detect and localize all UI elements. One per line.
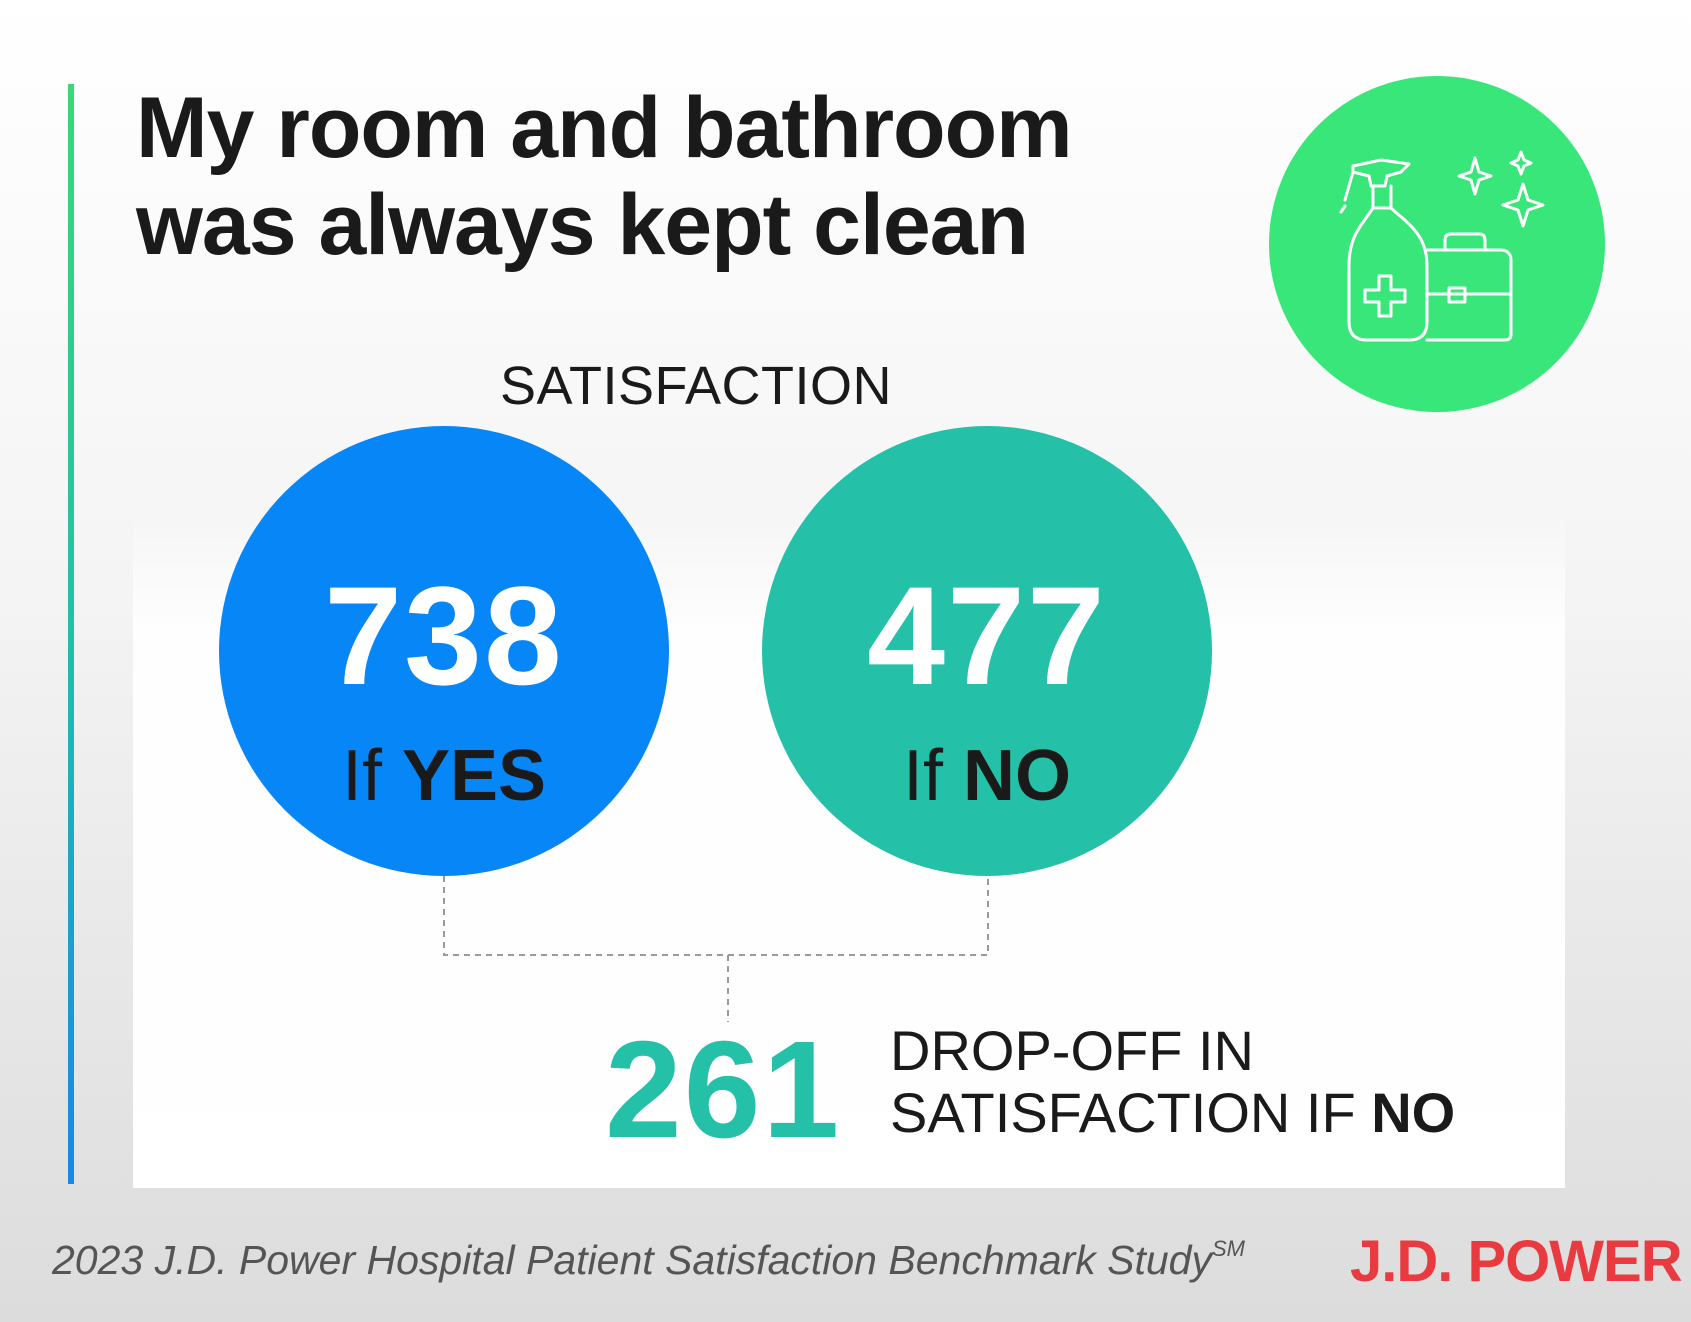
yes-caption-lead: If	[341, 736, 402, 816]
yes-score-value: 738	[324, 557, 564, 714]
cleaning-supplies-icon	[1269, 76, 1605, 412]
accent-bar	[68, 84, 74, 1184]
no-caption: If NO	[762, 736, 1212, 816]
yes-score-circle: 738 If YES	[219, 426, 669, 876]
no-caption-lead: If	[902, 736, 963, 816]
satisfaction-label: SATISFACTION	[500, 356, 893, 416]
study-source-text: 2023 J.D. Power Hospital Patient Satisfa…	[52, 1237, 1212, 1283]
study-source: 2023 J.D. Power Hospital Patient Satisfa…	[52, 1237, 1245, 1284]
dropoff-line-2-strong: NO	[1371, 1081, 1456, 1144]
no-score-circle: 477 If NO	[762, 426, 1212, 876]
study-service-mark: SM	[1211, 1236, 1245, 1261]
brand-logo: J.D. POWER	[1350, 1229, 1683, 1294]
title-line-2: was always kept clean	[136, 177, 1029, 273]
dropoff-description: DROP-OFF IN SATISFACTION IF NO	[890, 1020, 1455, 1144]
no-caption-strong: NO	[963, 736, 1071, 816]
no-score-value: 477	[867, 557, 1107, 714]
yes-caption-strong: YES	[401, 736, 547, 816]
dropoff-line-1: DROP-OFF IN	[890, 1019, 1254, 1082]
dropoff-line-2: SATISFACTION IF NO	[890, 1082, 1455, 1144]
title-line-1: My room and bathroom	[136, 80, 1073, 176]
dropoff-value: 261	[605, 1013, 842, 1167]
page-title: My room and bathroom was always kept cle…	[136, 80, 1073, 274]
dropoff-line-2-lead: SATISFACTION IF	[890, 1081, 1372, 1144]
yes-caption: If YES	[219, 736, 669, 816]
